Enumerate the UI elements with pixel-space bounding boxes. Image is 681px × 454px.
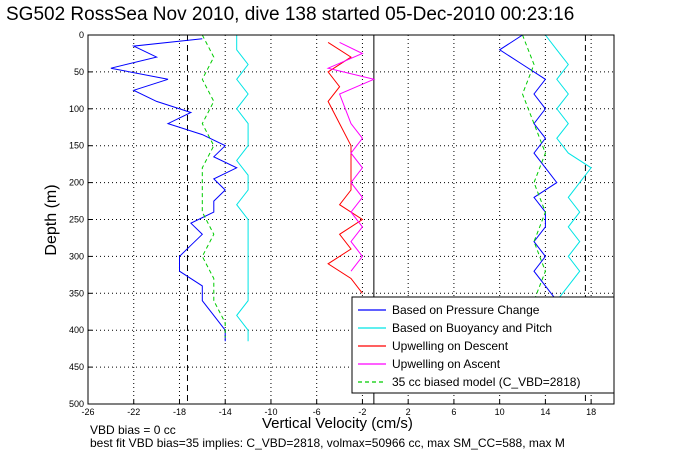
x-tick-label: -26: [81, 407, 94, 417]
y-tick-label: 100: [69, 104, 84, 114]
y-tick-label: 500: [69, 399, 84, 409]
x-tick-label: -14: [219, 407, 232, 417]
x-tick-label: 2: [406, 407, 411, 417]
x-tick-label: 6: [451, 407, 456, 417]
y-axis-label: Depth (m): [43, 184, 60, 256]
y-tick-label: 50: [74, 67, 84, 77]
x-tick-label: -22: [127, 407, 140, 417]
legend-label: Based on Buoyancy and Pitch: [392, 321, 552, 335]
axes-frame: [87, 34, 615, 405]
best-fit-note: best fit VBD bias=35 implies: C_VBD=2818…: [90, 436, 565, 450]
y-tick-label: 300: [69, 251, 84, 261]
x-tick-label: -10: [264, 407, 277, 417]
chart-title: SG502 RossSea Nov 2010, dive 138 started…: [6, 4, 575, 25]
y-tick-label: 350: [69, 288, 84, 298]
vbd-bias-note: VBD bias = 0 cc: [90, 423, 176, 437]
x-tick-label: -18: [173, 407, 186, 417]
y-tick-label: 250: [69, 215, 84, 225]
series-line: [521, 34, 546, 301]
legend-label: Based on Pressure Change: [392, 303, 540, 317]
legend-label: 35 cc biased model (C_VBD=2818): [392, 375, 580, 389]
legend-box: [351, 296, 615, 394]
legend-label: Upwelling on Descent: [392, 339, 509, 353]
x-tick-label: 18: [586, 407, 596, 417]
x-tick-label: -2: [358, 407, 366, 417]
y-tick-label: 0: [79, 30, 84, 40]
series-line: [236, 35, 249, 342]
series-line: [201, 34, 226, 338]
y-tick-label: 400: [69, 325, 84, 335]
y-tick-label: 450: [69, 362, 84, 372]
series-line: [326, 41, 376, 272]
y-tick-label: 150: [69, 141, 84, 151]
x-axis-label: Vertical Velocity (cm/s): [262, 415, 413, 432]
x-tick-label: 14: [540, 407, 550, 417]
x-tick-label: 10: [495, 407, 505, 417]
y-tick-label: 200: [69, 178, 84, 188]
x-tick-label: -6: [313, 407, 321, 417]
series-line: [498, 34, 558, 342]
series-line: [545, 34, 592, 316]
legend-label: Upwelling on Ascent: [392, 357, 501, 371]
series-line: [110, 38, 238, 342]
